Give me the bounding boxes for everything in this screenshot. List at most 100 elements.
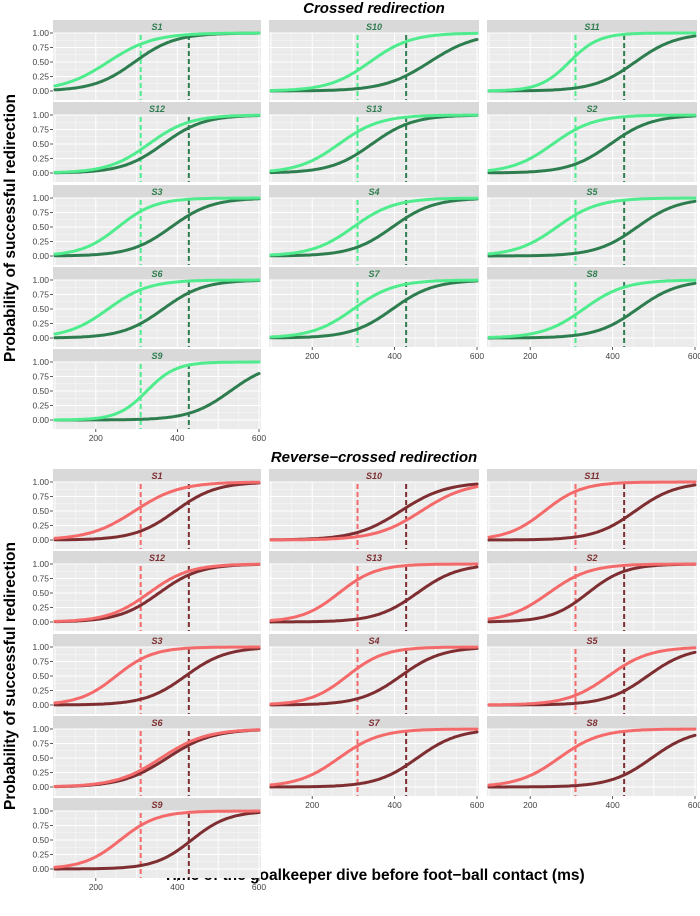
x-tick-label: 200 <box>305 800 319 810</box>
y-tick-label: 0.00 <box>32 251 49 261</box>
facet-strip <box>487 20 697 33</box>
y-tick-label: 1.00 <box>32 724 49 734</box>
y-tick-label: 0.25 <box>32 154 49 164</box>
y-tick-label: 0.50 <box>32 139 49 149</box>
y-tick-label: 0.75 <box>32 821 49 831</box>
y-tick-label: 0.75 <box>32 657 49 667</box>
facet-strip-label: S7 <box>368 718 380 728</box>
facet-strip <box>53 349 261 362</box>
facet-strip-label: S12 <box>149 104 165 114</box>
y-tick-label: 0.75 <box>32 739 49 749</box>
series-line-light <box>487 480 697 539</box>
y-tick-label: 0.50 <box>32 386 49 396</box>
x-tick-label: 600 <box>688 800 700 810</box>
facet-strip-label: S8 <box>586 269 597 279</box>
facet-strip-label: S4 <box>368 187 379 197</box>
y-tick-label: 0.75 <box>32 372 49 382</box>
facet-reverse-S13: S13 <box>269 551 479 631</box>
facet-strip <box>53 267 261 280</box>
y-tick-label: 0.50 <box>32 588 49 598</box>
facet-reverse-S11: S11 <box>487 469 697 549</box>
series-line-light <box>487 196 697 256</box>
facet-strip <box>53 20 261 33</box>
y-tick-label: 0.25 <box>32 603 49 613</box>
series-line-light <box>487 562 697 621</box>
facet-strip-label: S2 <box>586 553 597 563</box>
facet-crossed-S9: S9 0.00 0.25 0.50 0.75 1.00 200 400 600 <box>32 349 266 443</box>
facet-crossed-S13: S13 <box>269 102 479 182</box>
facet-strip-label: S10 <box>366 22 382 32</box>
y-tick-label: 0.25 <box>32 521 49 531</box>
x-tick-label: 200 <box>523 351 537 361</box>
y-tick-label: 0.75 <box>32 492 49 502</box>
series-line-dark <box>53 279 261 340</box>
y-tick-label: 0.00 <box>32 86 49 96</box>
x-tick-label: 400 <box>388 800 402 810</box>
y-tick-label: 0.25 <box>32 401 49 411</box>
facet-crossed-S1: S1 0.00 0.25 0.50 0.75 1.00 <box>32 20 261 100</box>
series-line-dark <box>269 565 479 624</box>
y-tick-label: 0.00 <box>32 782 49 792</box>
facet-strip <box>53 551 261 564</box>
series-line-light <box>53 360 261 422</box>
facet-crossed-S4: S4 <box>269 185 479 265</box>
y-tick-label: 0.25 <box>32 72 49 82</box>
y-tick-label: 0.25 <box>32 850 49 860</box>
series-line-light <box>269 485 479 542</box>
facet-strip <box>487 267 697 280</box>
facet-strip-label: S12 <box>149 553 165 563</box>
y-tick-label: 0.25 <box>32 768 49 778</box>
facet-strip <box>269 20 479 33</box>
y-tick-label: 0.75 <box>32 290 49 300</box>
facet-crossed-S12: S12 0.00 0.25 0.50 0.75 1.00 <box>32 102 261 182</box>
y-tick-label: 0.00 <box>32 617 49 627</box>
series-line-dark <box>269 197 479 258</box>
series-line-light <box>53 278 261 336</box>
x-tick-label: 600 <box>688 351 700 361</box>
y-tick-label: 1.00 <box>32 28 49 38</box>
facet-strip-label: S13 <box>366 104 382 114</box>
facet-strip-label: S10 <box>366 471 382 481</box>
series-line-light <box>269 562 479 622</box>
series-line-light <box>487 646 697 707</box>
x-tick-label: 600 <box>252 882 266 892</box>
facet-strip <box>269 267 479 280</box>
facet-strip-label: S1 <box>151 22 162 32</box>
reverse-section-title: Reverse−crossed redirection <box>271 449 477 466</box>
facet-strip-label: S13 <box>366 553 382 563</box>
y-tick-label: 0.25 <box>32 686 49 696</box>
series-line-light <box>487 727 697 787</box>
facet-crossed-S2: S2 <box>487 102 697 182</box>
series-line-light <box>53 809 261 869</box>
facet-strip <box>487 551 697 564</box>
facet-strip <box>269 185 479 198</box>
y-tick-label: 0.50 <box>32 304 49 314</box>
facet-strip <box>487 185 697 198</box>
facet-strip-label: S4 <box>368 636 379 646</box>
facet-reverse-S12: S12 0.00 0.25 0.50 0.75 1.00 <box>32 551 261 631</box>
facet-strip-label: S9 <box>151 800 162 810</box>
facet-strip <box>487 716 697 729</box>
series-line-dark <box>487 733 697 789</box>
facet-reverse-S4: S4 <box>269 634 479 714</box>
x-tick-label: 400 <box>606 800 620 810</box>
facet-strip <box>53 469 261 482</box>
y-tick-label: 0.00 <box>32 535 49 545</box>
series-line-light <box>269 645 479 706</box>
series-line-light <box>269 196 479 257</box>
facet-strip <box>269 102 479 115</box>
facet-panels: S1 0.00 0.25 0.50 0.75 1.00 S10 S11 S12 0.00 0.25 0… <box>32 20 700 892</box>
facet-strip <box>53 716 261 729</box>
facet-strip-label: S5 <box>586 187 598 197</box>
facet-crossed-S6: S6 0.00 0.25 0.50 0.75 1.00 <box>32 267 261 347</box>
y-tick-label: 0.50 <box>32 753 49 763</box>
crossed-section-title: Crossed redirection <box>303 0 445 17</box>
y-tick-label: 0.75 <box>32 574 49 584</box>
x-axis-label: Time of the goalkeeper dive before foot−… <box>163 867 584 884</box>
facet-strip <box>487 102 697 115</box>
x-tick-label: 200 <box>523 800 537 810</box>
series-line-light <box>53 645 261 705</box>
y-tick-label: 0.25 <box>32 237 49 247</box>
facet-crossed-S7: S7 200 400 600 <box>269 267 484 361</box>
